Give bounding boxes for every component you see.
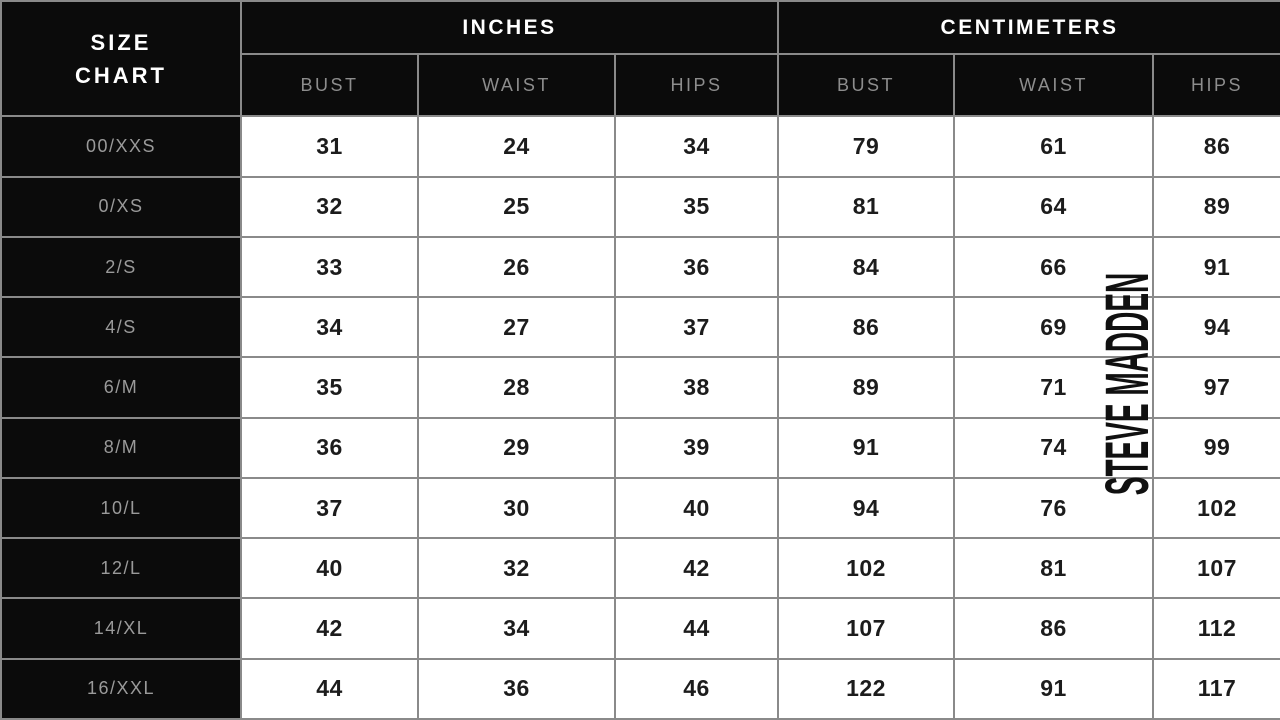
value-cell: 91 — [953, 657, 1155, 720]
header-inches-waist: WAIST — [417, 53, 616, 118]
value-cell: 29 — [417, 416, 616, 479]
value-cell: 37 — [613, 296, 780, 359]
value-cell: 91 — [1152, 235, 1280, 299]
value-cell: 71 — [953, 356, 1155, 419]
value-cell: 26 — [417, 235, 616, 299]
value-cell: 81 — [953, 537, 1155, 600]
value-cell: 36 — [240, 416, 419, 479]
value-cell: 91 — [777, 416, 956, 479]
value-cell: 32 — [417, 537, 616, 600]
value-cell: 27 — [417, 296, 616, 359]
value-cell: 24 — [417, 115, 616, 178]
size-chart-title-line2: CHART — [75, 62, 167, 88]
header-group-row: SIZE CHART INCHES CENTIMETERS — [0, 0, 1280, 118]
value-cell: 36 — [417, 657, 616, 720]
value-cell: 30 — [417, 476, 616, 540]
header-measure-row: BUST WAIST HIPS BUST WAIST HIPS — [1, 53, 1280, 118]
value-cell: 112 — [1152, 597, 1280, 660]
header-inches-hips: HIPS — [613, 53, 780, 118]
size-label: 00/XXS — [0, 115, 242, 178]
value-cell: 35 — [613, 175, 780, 238]
value-cell: 117 — [1152, 657, 1280, 720]
table-row: 12/L 40 32 42 102 81 107 — [0, 537, 1280, 600]
value-cell: 42 — [240, 597, 419, 660]
value-cell: 40 — [613, 476, 780, 540]
value-cell: 94 — [1152, 296, 1280, 359]
value-cell: 69 — [953, 296, 1155, 359]
value-cell: 34 — [240, 296, 419, 359]
header-cm-bust: BUST — [777, 53, 956, 118]
value-cell: 94 — [777, 476, 956, 540]
value-cell: 66 — [953, 235, 1155, 299]
value-cell: 39 — [613, 416, 780, 479]
table-row: 4/S 34 27 37 86 69 94 — [0, 296, 1280, 359]
table-row: 2/S 33 26 36 84 66 91 — [0, 235, 1280, 299]
table-row: 6/M 35 28 38 89 71 97 — [0, 356, 1280, 419]
value-cell: 34 — [417, 597, 616, 660]
value-cell: 97 — [1152, 356, 1280, 419]
value-cell: 79 — [777, 115, 956, 178]
table-row: 00/XXS 31 24 34 79 61 86 — [0, 115, 1280, 178]
value-cell: 61 — [953, 115, 1155, 178]
value-cell: 28 — [417, 356, 616, 419]
value-cell: 122 — [777, 657, 956, 720]
value-cell: 107 — [1152, 537, 1280, 600]
size-chart-title: SIZE CHART — [0, 0, 242, 118]
value-cell: 107 — [777, 597, 956, 660]
value-cell: 74 — [953, 416, 1155, 479]
value-cell: 86 — [777, 296, 956, 359]
value-cell: 38 — [613, 356, 780, 419]
value-cell: 89 — [1152, 175, 1280, 238]
value-cell: 42 — [613, 537, 780, 600]
value-cell: 35 — [240, 356, 419, 419]
value-cell: 102 — [1152, 476, 1280, 540]
size-label: 2/S — [0, 235, 242, 299]
value-cell: 99 — [1152, 416, 1280, 479]
value-cell: 86 — [1152, 115, 1280, 178]
table-row: 0/XS 32 25 35 81 64 89 — [0, 175, 1280, 238]
value-cell: 102 — [777, 537, 956, 600]
value-cell: 86 — [953, 597, 1155, 660]
table-row: 10/L 37 30 40 94 76 102 — [0, 476, 1280, 540]
value-cell: 40 — [240, 537, 419, 600]
header-inches: INCHES — [239, 0, 780, 56]
size-chart-title-line1: SIZE — [90, 29, 152, 55]
value-cell: 34 — [613, 115, 780, 178]
size-label: 4/S — [0, 296, 242, 359]
size-label: 0/XS — [0, 175, 242, 238]
value-cell: 81 — [777, 175, 956, 238]
value-cell: 31 — [240, 115, 419, 178]
size-label: 6/M — [0, 356, 242, 419]
size-label: 10/L — [0, 476, 242, 540]
header-cm-hips: HIPS — [1152, 53, 1280, 118]
table-row: 8/M 36 29 39 91 74 99 — [0, 416, 1280, 479]
header-centimeters: CENTIMETERS — [777, 0, 1280, 56]
value-cell: 76 — [953, 476, 1155, 540]
size-label: 16/XXL — [0, 657, 242, 720]
value-cell: 32 — [240, 175, 419, 238]
value-cell: 36 — [613, 235, 780, 299]
value-cell: 33 — [240, 235, 419, 299]
size-label: 14/XL — [0, 597, 242, 660]
size-label: 8/M — [0, 416, 242, 479]
value-cell: 37 — [240, 476, 419, 540]
value-cell: 64 — [953, 175, 1155, 238]
value-cell: 84 — [777, 235, 956, 299]
table-row: 16/XXL 44 36 46 122 91 117 — [0, 657, 1280, 720]
table-row: 14/XL 42 34 44 107 86 112 — [0, 597, 1280, 660]
value-cell: 44 — [240, 657, 419, 720]
size-label: 12/L — [0, 537, 242, 600]
value-cell: 89 — [777, 356, 956, 419]
value-cell: 46 — [613, 657, 780, 720]
header-inches-bust: BUST — [240, 53, 419, 118]
value-cell: 44 — [613, 597, 780, 660]
header-cm-waist: WAIST — [953, 53, 1155, 118]
value-cell: 25 — [417, 175, 616, 238]
